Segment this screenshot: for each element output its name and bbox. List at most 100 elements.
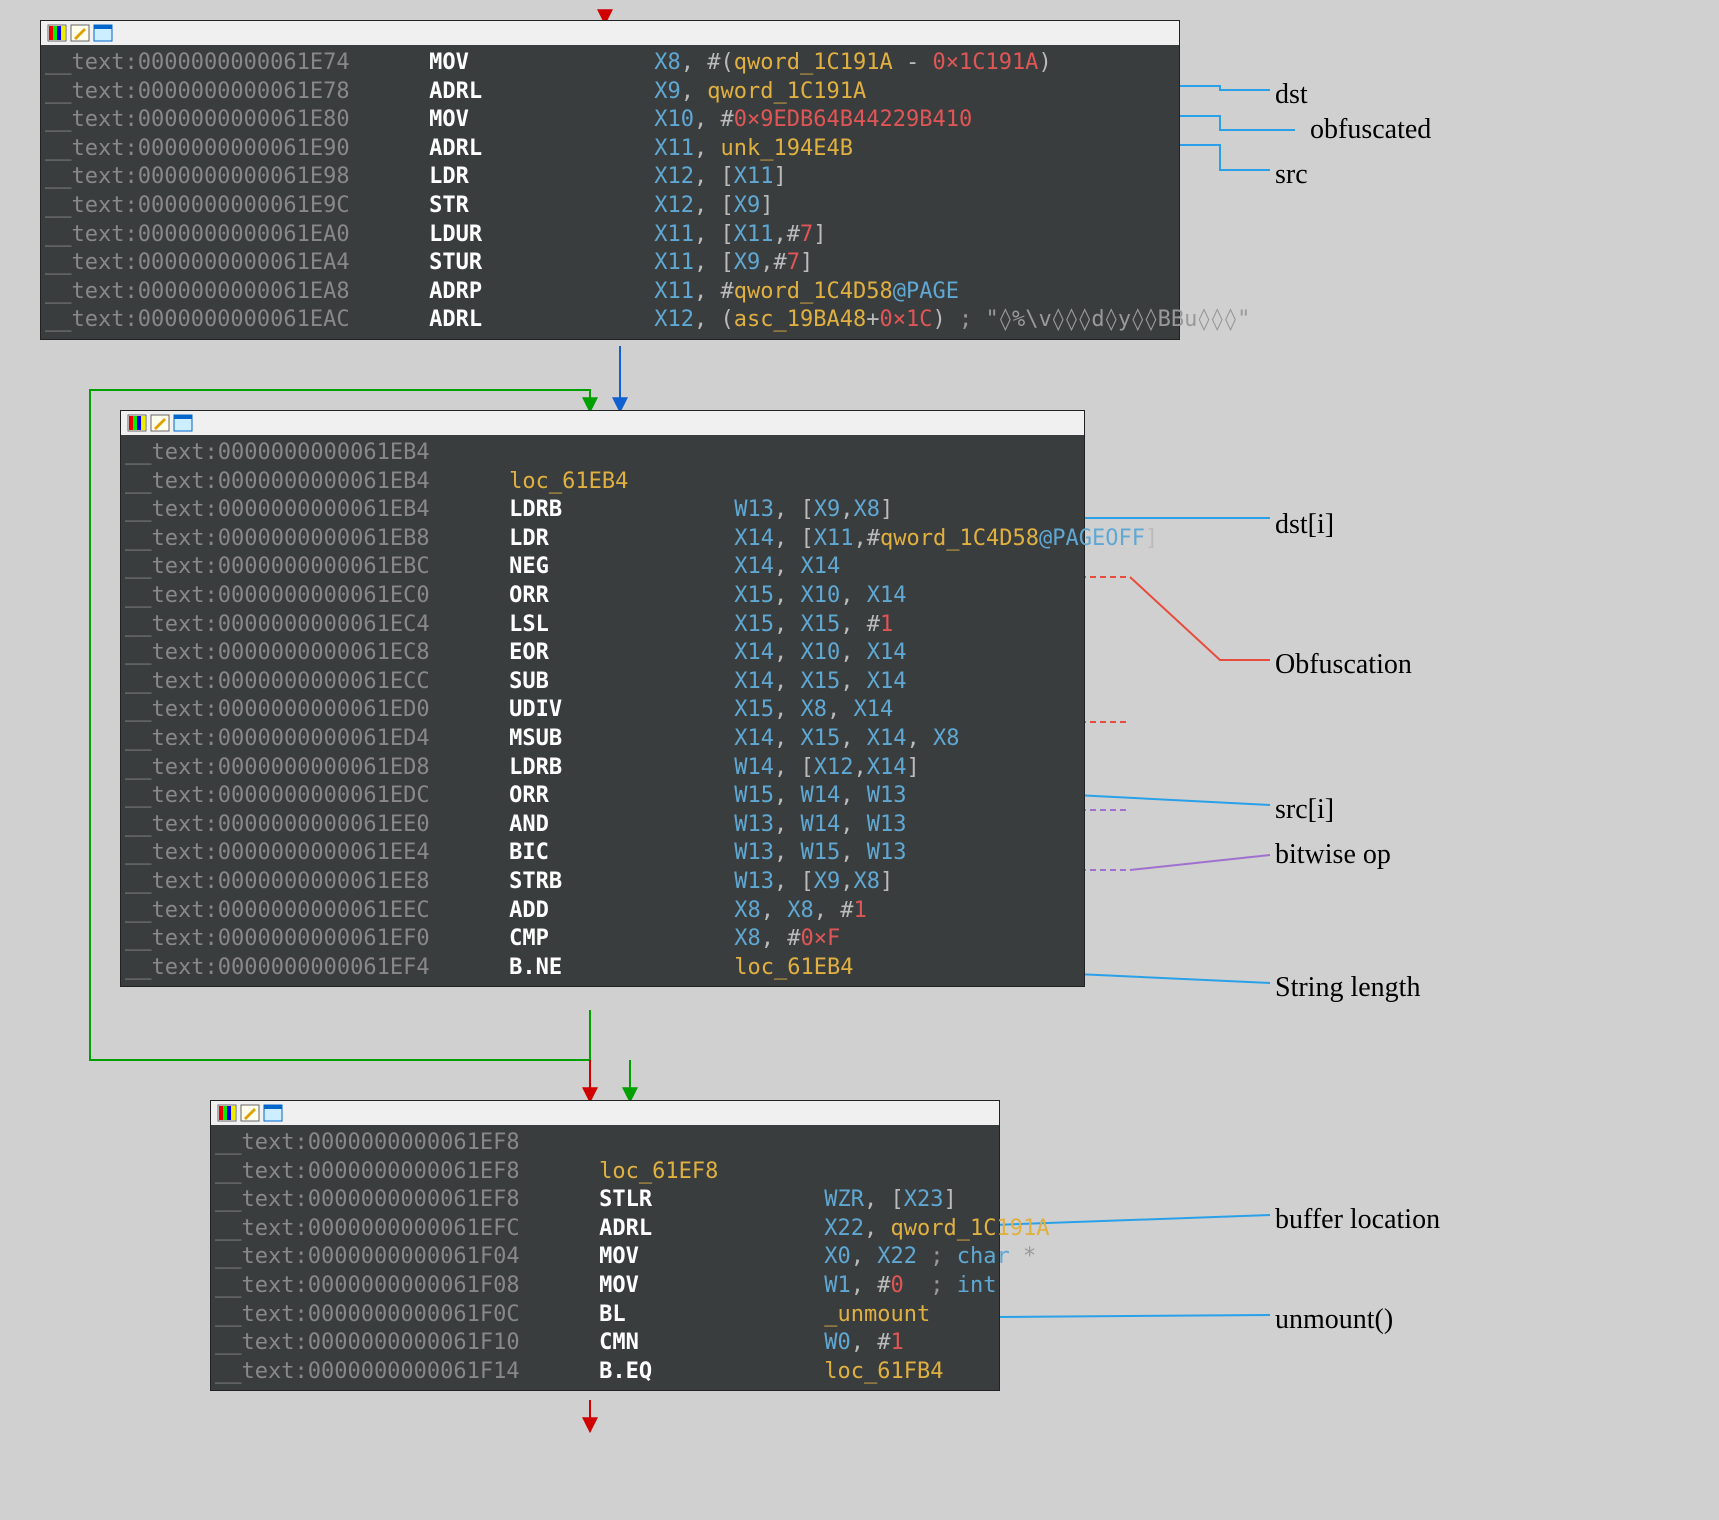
code-line: __text:0000000000061EEC ADD X8, X8, #1 [125,897,1074,926]
operand-reg: X15 [801,669,841,694]
operand-reg: X23 [904,1187,944,1212]
operand-p: , [774,697,801,722]
operand-p: - [893,50,933,75]
operand-reg: W14 [734,755,774,780]
address: __text:0000000000061EB4 [125,497,509,522]
operand-reg: X8 [734,898,761,923]
operand-p: , [854,755,867,780]
operand-p: , #( [681,50,734,75]
code-line: __text:0000000000061EA0 LDUR X11, [X11,#… [45,221,1169,250]
operand-p [917,1244,930,1269]
code-line: __text:0000000000061EE8 STRB W13, [X9,X8… [125,868,1074,897]
mnemonic: B.EQ [599,1359,824,1384]
operand-kw: char [957,1244,1010,1269]
address: __text:0000000000061EEC [125,898,509,923]
operand-p: , [774,583,801,608]
palette-icon[interactable] [217,1104,237,1122]
operand-p: , [851,1244,878,1269]
palette-icon[interactable] [127,414,147,432]
edit-icon[interactable] [240,1104,260,1122]
code-line: __text:0000000000061EE4 BIC W13, W15, W1… [125,839,1074,868]
code-line: __text:0000000000061EFC ADRL X22, qword_… [215,1215,989,1244]
operand-reg: W14 [801,783,841,808]
operand-sym: loc_61FB4 [824,1359,943,1384]
operand-reg: X14 [854,697,894,722]
operand-p: ] [944,1187,957,1212]
operand-p: , [ [774,869,814,894]
mnemonic: BIC [509,840,734,865]
operand-p: , # [851,1330,891,1355]
code-line: __text:0000000000061EDC ORR W15, W14, W1… [125,782,1074,811]
disasm-block-1: __text:0000000000061E74 MOV X8, #(qword_… [40,20,1180,340]
operand-p: ) [932,307,959,332]
edit-icon[interactable] [70,24,90,42]
code-line: __text:0000000000061F14 B.EQ loc_61FB4 [215,1358,989,1387]
address: __text:0000000000061F04 [215,1244,599,1269]
operand-sym: qword_1C4D58 [880,526,1039,551]
palette-icon[interactable] [47,24,67,42]
operand-num: 0×9EDB64B44229B410 [734,107,972,132]
operand-reg: X8 [734,926,761,951]
operand-p: ] [1145,526,1158,551]
operand-reg: @PAGEOFF [1039,526,1145,551]
address: __text:0000000000061EF8 [215,1187,599,1212]
operand-reg: X10 [801,583,841,608]
operand-reg: W13 [867,840,907,865]
mnemonic: LDUR [429,222,654,247]
mnemonic: STR [429,193,654,218]
operand-p: , [840,497,853,522]
address: __text:0000000000061E78 [45,79,429,104]
operand-reg: X15 [801,726,841,751]
code-line: __text:0000000000061EF0 CMP X8, #0×F [125,925,1074,954]
operand-reg: X9 [734,250,761,275]
code-line: __text:0000000000061ED8 LDRB W14, [X12,X… [125,754,1074,783]
operand-reg: X10 [654,107,694,132]
block-toolbar [211,1101,999,1125]
operand-p: ] [774,164,787,189]
address: __text:0000000000061EAC [45,307,429,332]
window-icon[interactable] [263,1104,283,1122]
mnemonic: LDRB [509,497,734,522]
edit-icon[interactable] [150,414,170,432]
address: __text:0000000000061E90 [45,136,429,161]
operand-num: 0 [891,1273,904,1298]
operand-reg: X15 [734,697,774,722]
code-line: __text:0000000000061EB4 loc_61EB4 [125,468,1074,497]
operand-num: 0×1C191A [932,50,1038,75]
address: __text:0000000000061F10 [215,1330,599,1355]
operand-p: , [694,136,721,161]
operand-reg: WZR [824,1187,864,1212]
operand-p: , [ [774,526,814,551]
window-icon[interactable] [93,24,113,42]
operand-p: , [774,640,801,665]
mnemonic: SUB [509,669,734,694]
operand-p: ] [813,222,826,247]
address: __text:0000000000061EE4 [125,840,509,865]
code-line: __text:0000000000061EC8 EOR X14, X10, X1… [125,639,1074,668]
operand-reg: X14 [801,554,841,579]
operand-p: , [840,783,867,808]
annotation-label: String length [1275,973,1420,1004]
code-line: __text:0000000000061EAC ADRL X12, (asc_1… [45,306,1169,335]
operand-p: ,# [854,526,881,551]
window-icon[interactable] [173,414,193,432]
operand-reg: X8 [654,50,681,75]
operand-reg: X11 [734,164,774,189]
address: __text:0000000000061EFC [215,1216,599,1241]
code-line: __text:0000000000061EA4 STUR X11, [X9,#7… [45,249,1169,278]
address: __text:0000000000061ED4 [125,726,509,751]
operand-num: 0×1C [879,307,932,332]
operand-p: , [774,669,801,694]
operand-p: ] [800,250,813,275]
mnemonic: ADD [509,898,734,923]
operand-comment: ; [930,1244,957,1269]
operand-sym: loc_61EB4 [734,955,853,980]
mnemonic: STLR [599,1187,824,1212]
operand-p: , [774,612,801,637]
mnemonic: AND [509,812,734,837]
operand-sym: asc_19BA48 [734,307,866,332]
address: __text:0000000000061E9C [45,193,429,218]
annotation-label: bitwise op [1275,840,1391,871]
operand-num: 7 [800,222,813,247]
operand-reg: X9 [814,869,841,894]
